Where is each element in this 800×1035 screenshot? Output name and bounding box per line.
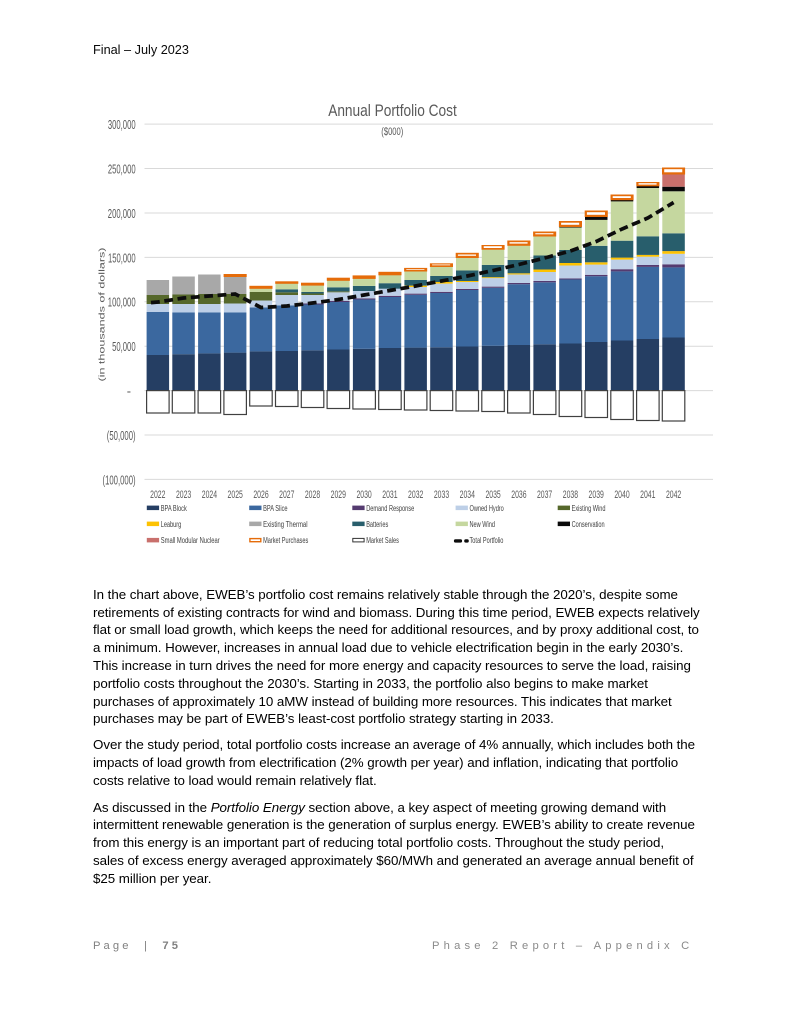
svg-text:Existing Thermal: Existing Thermal — [263, 519, 308, 529]
svg-text:($000): ($000) — [381, 126, 403, 138]
svg-text:2039: 2039 — [589, 489, 604, 501]
svg-text:(in thousands of dollars): (in thousands of dollars) — [97, 247, 106, 382]
svg-text:2036: 2036 — [511, 489, 526, 501]
svg-text:Market Purchases: Market Purchases — [263, 535, 308, 545]
svg-text:Owned Hydro: Owned Hydro — [470, 503, 504, 513]
svg-text:2035: 2035 — [485, 489, 500, 501]
svg-text:50,000: 50,000 — [112, 339, 136, 354]
svg-text:2029: 2029 — [331, 489, 346, 501]
svg-text:2038: 2038 — [563, 489, 578, 501]
svg-text:Leaburg: Leaburg — [161, 519, 182, 529]
svg-text:Total Portfolio: Total Portfolio — [470, 535, 504, 545]
svg-text:Annual Portfolio Cost: Annual Portfolio Cost — [328, 102, 457, 120]
svg-text:BPA Block: BPA Block — [161, 503, 188, 513]
svg-text:(100,000): (100,000) — [103, 472, 136, 487]
svg-text:Conservation: Conservation — [572, 519, 605, 529]
svg-text:Demand Response: Demand Response — [366, 503, 414, 513]
svg-text:100,000: 100,000 — [108, 295, 136, 310]
svg-text:Batteries: Batteries — [366, 519, 388, 529]
svg-text:(50,000): (50,000) — [107, 428, 136, 443]
svg-text:2034: 2034 — [460, 489, 475, 501]
svg-text:Market Sales: Market Sales — [366, 535, 399, 545]
svg-text:2030: 2030 — [356, 489, 371, 501]
svg-text:2024: 2024 — [202, 489, 217, 501]
svg-text:2022: 2022 — [150, 489, 165, 501]
svg-text:2040: 2040 — [614, 489, 629, 501]
svg-text:2041: 2041 — [640, 489, 655, 501]
svg-text:2026: 2026 — [253, 489, 268, 501]
svg-text:2023: 2023 — [176, 489, 191, 501]
svg-text:-: - — [127, 384, 131, 399]
svg-text:2031: 2031 — [382, 489, 397, 501]
svg-text:Existing Wind: Existing Wind — [572, 503, 606, 513]
svg-text:2042: 2042 — [666, 489, 681, 501]
svg-text:2037: 2037 — [537, 489, 552, 501]
svg-text:Small Modular Nuclear: Small Modular Nuclear — [161, 535, 220, 545]
svg-text:200,000: 200,000 — [108, 206, 136, 221]
svg-text:BPA Slice: BPA Slice — [263, 503, 288, 513]
svg-text:150,000: 150,000 — [108, 250, 136, 265]
svg-text:2033: 2033 — [434, 489, 449, 501]
svg-text:New Wind: New Wind — [470, 519, 496, 529]
svg-text:2032: 2032 — [408, 489, 423, 501]
svg-text:2025: 2025 — [228, 489, 243, 501]
svg-text:2028: 2028 — [305, 489, 320, 501]
svg-text:300,000: 300,000 — [108, 117, 136, 132]
svg-text:250,000: 250,000 — [108, 161, 136, 176]
svg-text:2027: 2027 — [279, 489, 294, 501]
